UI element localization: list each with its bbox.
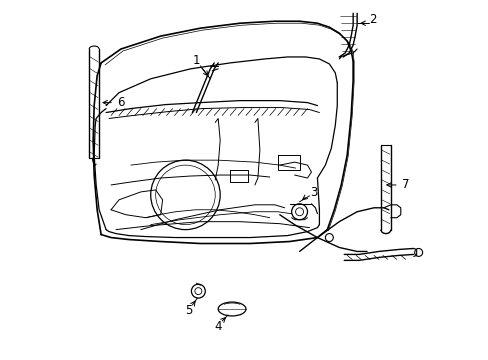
- Text: 3: 3: [309, 186, 317, 199]
- Text: 7: 7: [401, 179, 408, 192]
- Text: 5: 5: [184, 305, 192, 318]
- Text: 6: 6: [117, 96, 124, 109]
- Text: 2: 2: [368, 13, 376, 26]
- Text: 1: 1: [192, 54, 200, 67]
- Text: 4: 4: [214, 320, 222, 333]
